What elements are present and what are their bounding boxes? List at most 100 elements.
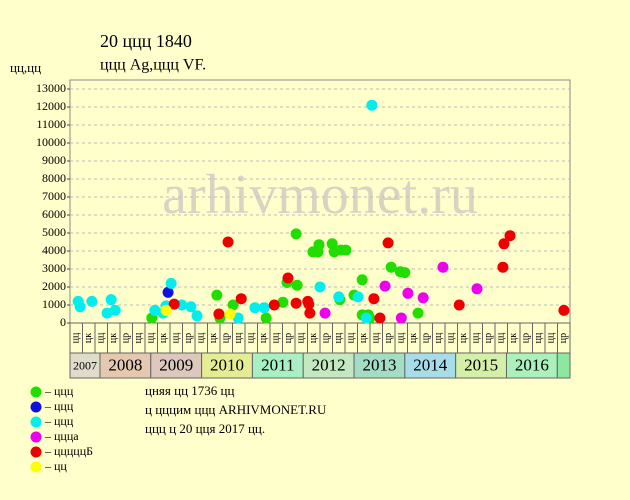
year-label: 2009 (159, 355, 193, 374)
point (86, 295, 98, 307)
point (382, 237, 394, 249)
period-label: цк (108, 333, 119, 343)
y-tick-label: 12000 (36, 99, 66, 113)
point (412, 307, 424, 319)
period-label: цц (496, 332, 507, 343)
point (402, 287, 414, 299)
point (453, 299, 465, 311)
period-label: цц (196, 332, 207, 343)
period-label: цц (471, 332, 482, 343)
period-label: цц (96, 332, 107, 343)
period-label: цр (183, 333, 194, 343)
year-band (150, 352, 203, 379)
legend-label: – ццца (44, 429, 79, 443)
legend-label: – ццц (44, 414, 74, 428)
legend-swatch (30, 446, 42, 458)
point (395, 312, 407, 324)
point (249, 302, 261, 314)
period-label: цк (258, 333, 269, 343)
legend-label: – цццццБ (44, 444, 93, 458)
y-tick-label: 7000 (42, 189, 66, 203)
year-label: 2013 (362, 355, 396, 374)
period-label: цр (121, 333, 132, 343)
point (260, 312, 272, 324)
point (268, 299, 280, 311)
point (312, 246, 324, 258)
year-label: 2012 (312, 355, 346, 374)
point (399, 267, 411, 279)
year-band (353, 352, 406, 379)
point (303, 298, 315, 310)
point (185, 301, 197, 313)
point (498, 238, 510, 250)
year-label: 2008 (108, 355, 142, 374)
legend-swatch (30, 431, 42, 443)
period-label: цц (371, 332, 382, 343)
year-band (556, 352, 571, 379)
period-cell (557, 322, 571, 354)
point (258, 302, 270, 314)
point (356, 274, 368, 286)
chart-title: 20 ццц 1840 (100, 31, 192, 51)
year-band (302, 352, 355, 379)
period-label: цц (333, 332, 344, 343)
period-label: цц (246, 332, 257, 343)
period-label: цц (233, 332, 244, 343)
point (504, 230, 516, 242)
y-tick-label: 1000 (42, 297, 66, 311)
period-label: цр (558, 333, 569, 343)
point (222, 236, 234, 248)
period-label: цц (171, 332, 182, 343)
legend-swatch (30, 386, 42, 398)
y-tick-label: 9000 (42, 153, 66, 167)
period-label: цц (396, 332, 407, 343)
y-tick-label: 5000 (42, 225, 66, 239)
y-tick-label: 10000 (36, 135, 66, 149)
y-tick-label: 0 (60, 315, 66, 329)
point (471, 283, 483, 295)
point (417, 292, 429, 304)
y-tick-label: 13000 (36, 81, 66, 95)
legend-label: – ццц (44, 384, 74, 398)
point (162, 286, 174, 298)
y-tick-label: 8000 (42, 171, 66, 185)
period-label: цц (146, 332, 157, 343)
point (191, 310, 203, 322)
period-label: цк (358, 333, 369, 343)
y-tick-label: 4000 (42, 243, 66, 257)
y-axis-label: цц,цц (10, 60, 41, 75)
point (227, 299, 239, 311)
year-band (505, 352, 558, 379)
point (211, 289, 223, 301)
point (352, 291, 364, 303)
year-band (99, 352, 152, 379)
point (224, 308, 236, 320)
point (360, 312, 372, 324)
point (333, 291, 345, 303)
year-label: 2015 (464, 355, 498, 374)
point (160, 304, 172, 316)
period-label: цр (383, 333, 394, 343)
period-label: цр (521, 333, 532, 343)
point (109, 304, 121, 316)
period-label: цц (533, 332, 544, 343)
period-label: цр (483, 333, 494, 343)
point (282, 272, 294, 284)
legend-swatch (30, 401, 42, 413)
period-label: цк (208, 333, 219, 343)
legend-label: – цц (44, 459, 67, 473)
period-label: цк (458, 333, 469, 343)
period-label: цц (546, 332, 557, 343)
legend-swatch (30, 416, 42, 428)
note: ц цццим ццц ARHIVMONET.RU (145, 402, 327, 417)
y-tick-label: 11000 (36, 117, 66, 131)
year-label: 2010 (210, 355, 244, 374)
year-label: 2007 (73, 358, 97, 372)
period-label: цр (283, 333, 294, 343)
period-label: цк (408, 333, 419, 343)
point (437, 261, 449, 273)
y-tick-label: 2000 (42, 279, 66, 293)
point (304, 307, 316, 319)
point (497, 261, 509, 273)
point (314, 281, 326, 293)
